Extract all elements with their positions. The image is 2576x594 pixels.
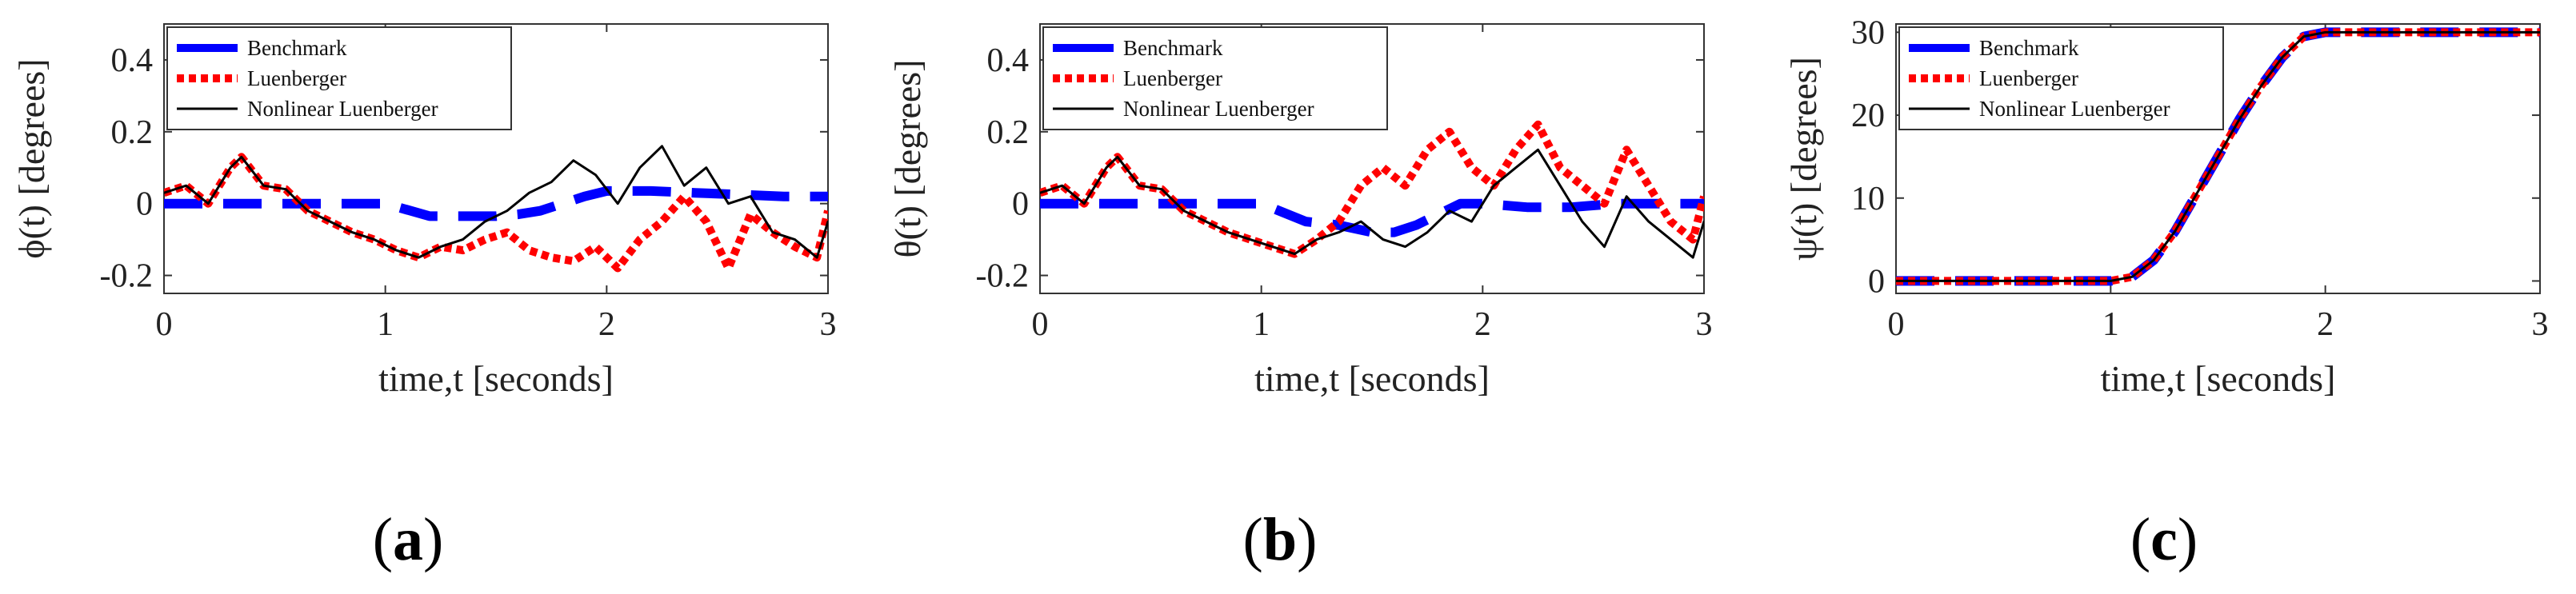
legend-entry: Luenberger xyxy=(1979,66,2078,90)
legend-entry: Nonlinear Luenberger xyxy=(1979,97,2170,121)
series-line-benchmark xyxy=(164,185,828,221)
y-tick-label: 0 xyxy=(136,186,153,223)
y-tick-label: 10 xyxy=(1851,181,1885,217)
series-group xyxy=(164,145,828,273)
legend-entry: Nonlinear Luenberger xyxy=(247,97,438,121)
y-tick-label: 0.4 xyxy=(987,42,1030,79)
x-tick-label: 0 xyxy=(156,306,173,343)
legend: Benchmark Luenberger Nonlinear Luenberger xyxy=(1042,26,1388,130)
x-tick-label: 2 xyxy=(1474,306,1491,343)
x-tick-label: 1 xyxy=(2102,306,2119,343)
y-tick-label: -0.2 xyxy=(976,258,1030,295)
x-axis-label: time,t [seconds] xyxy=(378,358,614,399)
series-line-nonlinear-luenberger xyxy=(164,145,828,259)
series-line-nonlinear-luenberger xyxy=(1040,148,1704,259)
legend-box xyxy=(1898,26,2224,130)
x-tick-label: 2 xyxy=(598,306,615,343)
legend-entry: Benchmark xyxy=(1979,36,2079,60)
y-axis-label: θ(t) [degrees] xyxy=(887,59,928,257)
y-tick-label: 0.2 xyxy=(111,114,154,151)
legend-entry: Luenberger xyxy=(1123,66,1222,90)
x-tick-label: 0 xyxy=(1032,306,1049,343)
x-tick-label: 0 xyxy=(1888,306,1905,343)
y-axis-label: ψ(t) [degrees] xyxy=(1783,57,1824,261)
chart-panel-b: 0 1 2 3-0.200.20.4 BenchmarkLuenbergerNonlin… xyxy=(887,23,1713,573)
chart-panel-a: 0 1 2 3-0.200.20.4 BenchmarkLuenbergerNonlin… xyxy=(11,23,837,573)
legend: Benchmark Luenberger Nonlinear Luenberger xyxy=(1898,26,2224,130)
y-tick-label: 0 xyxy=(1012,186,1029,223)
x-axis-label: time,t [seconds] xyxy=(1254,358,1490,399)
x-tick-label: 2 xyxy=(2317,306,2334,343)
y-tick-label: 30 xyxy=(1851,14,1885,51)
x-tick-label: 3 xyxy=(2532,306,2549,343)
panel-label: (b) xyxy=(1243,506,1318,573)
legend-entry: Nonlinear Luenberger xyxy=(1123,97,1314,121)
series-line-nonlinear-luenberger xyxy=(1896,30,2540,282)
y-axis-label: ϕ(t) [degrees] xyxy=(11,58,52,258)
x-tick-label: 3 xyxy=(820,306,837,343)
legend-entry: Benchmark xyxy=(1123,36,1223,60)
y-tick-label: 20 xyxy=(1851,98,1885,134)
legend-entry: Benchmark xyxy=(247,36,347,60)
panel-label: (a) xyxy=(373,506,444,573)
y-tick-label: 0.2 xyxy=(987,114,1030,151)
x-tick-label: 3 xyxy=(1696,306,1713,343)
y-tick-label: -0.2 xyxy=(100,258,154,295)
legend: Benchmark Luenberger Nonlinear Luenberger xyxy=(166,26,512,130)
panel-label: (c) xyxy=(2130,506,2198,573)
y-tick-label: 0.4 xyxy=(111,42,154,79)
legend-entry: Luenberger xyxy=(247,66,346,90)
series-group xyxy=(1896,27,2540,286)
series-group xyxy=(1040,120,1704,259)
x-axis-label: time,t [seconds] xyxy=(2101,358,2336,399)
y-tick-label: 0 xyxy=(1868,263,1885,300)
x-tick-label: 1 xyxy=(377,306,394,343)
x-tick-label: 1 xyxy=(1253,306,1270,343)
series-line-benchmark xyxy=(1040,198,1704,237)
